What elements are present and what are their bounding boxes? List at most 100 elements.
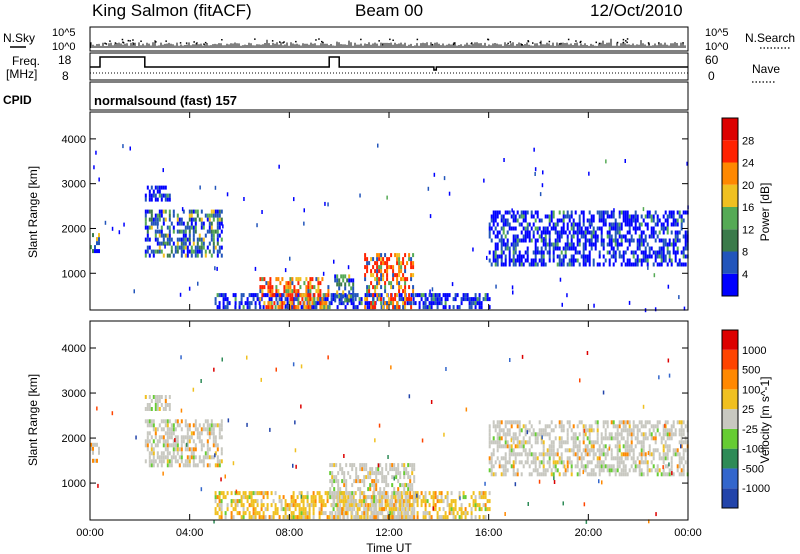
heatmap-cell	[366, 285, 369, 290]
heatmap-cell	[612, 238, 615, 243]
heatmap-cell	[522, 436, 525, 441]
heatmap-cell	[176, 451, 179, 456]
colorbar-frame	[721, 329, 739, 509]
heatmap-cell	[376, 281, 379, 286]
heatmap-cell	[504, 512, 506, 516]
heatmap-cell	[408, 285, 411, 290]
heatmap-cell	[428, 293, 431, 298]
heatmap-cell	[307, 305, 310, 310]
heatmap-cell	[188, 423, 191, 428]
heatmap-cell	[616, 226, 619, 231]
heatmap-cell	[218, 225, 221, 230]
heatmap-cell	[488, 444, 491, 449]
heatmap-cell	[377, 479, 380, 484]
heatmap-cell	[394, 499, 397, 504]
heatmap-cell	[596, 226, 599, 231]
heatmap-cell	[428, 515, 431, 520]
heatmap-cell	[608, 250, 611, 255]
heatmap-cell	[364, 495, 367, 500]
heatmap-cell	[522, 234, 525, 239]
heatmap-cell	[359, 467, 362, 472]
heatmap-cell	[524, 250, 527, 255]
heatmap-cell	[602, 452, 605, 457]
heatmap-cell	[382, 301, 385, 306]
heatmap-cell	[610, 420, 613, 425]
heatmap-cell	[212, 439, 215, 444]
heatmap-cell	[664, 472, 667, 477]
heatmap-cell	[502, 456, 505, 461]
heatmap-cell	[550, 214, 553, 219]
heatmap-cell	[620, 238, 623, 243]
heatmap-cell	[561, 302, 563, 307]
heatmap-cell	[337, 483, 340, 488]
nsearch-point	[548, 40, 551, 43]
colorbar-tick-label: 25	[742, 404, 754, 416]
heatmap-cell	[156, 237, 159, 242]
heatmap-cell	[514, 218, 517, 223]
heatmap-cell	[208, 225, 211, 230]
heatmap-cell	[210, 419, 213, 424]
heatmap-cell	[542, 448, 545, 453]
heatmap-cell	[176, 419, 179, 424]
heatmap-cell	[646, 254, 649, 259]
heatmap-cell	[212, 245, 215, 250]
heatmap-cell	[572, 262, 575, 267]
heatmap-cell	[292, 491, 295, 496]
heatmap-cell	[266, 495, 269, 500]
heatmap-cell	[148, 423, 151, 428]
heatmap-cell	[212, 427, 215, 432]
heatmap-cell	[584, 238, 587, 243]
heatmap-cell	[510, 420, 513, 425]
heatmap-cell	[574, 210, 577, 215]
colorbar-frame	[721, 117, 739, 297]
heatmap-cell	[650, 246, 653, 251]
heatmap-cell	[646, 222, 649, 227]
heatmap-cell	[413, 475, 416, 480]
heatmap-cell	[420, 491, 423, 496]
heatmap-cell	[312, 511, 315, 516]
heatmap-cell	[448, 191, 451, 196]
heatmap-cell	[186, 427, 189, 432]
heatmap-cell	[319, 281, 322, 286]
heatmap-cell	[678, 210, 681, 215]
heatmap-cell	[660, 472, 663, 477]
heatmap-cell	[331, 479, 334, 484]
heatmap-cell	[530, 214, 533, 219]
heatmap-cell	[336, 515, 339, 520]
heatmap-cell	[634, 262, 637, 267]
heatmap-cell	[500, 428, 503, 433]
heatmap-cell	[360, 491, 363, 496]
heatmap-cell	[256, 503, 259, 508]
heatmap-cell	[214, 511, 217, 516]
heatmap-cell	[152, 439, 155, 444]
heatmap-cell	[596, 464, 599, 469]
heatmap-cell	[378, 293, 381, 298]
heatmap-cell	[642, 432, 645, 437]
heatmap-cell	[634, 460, 637, 465]
heatmap-cell	[186, 253, 189, 258]
heatmap-cell	[366, 297, 369, 302]
heatmap-cell	[391, 491, 394, 496]
heatmap-cell	[514, 214, 517, 219]
heatmap-cell	[404, 253, 407, 258]
heatmap-cell	[626, 214, 629, 219]
heatmap-cell	[196, 427, 199, 432]
heatmap-cell	[361, 463, 364, 468]
heatmap-cell	[309, 285, 312, 290]
heatmap-cell	[626, 436, 629, 441]
heatmap-cell	[566, 210, 569, 215]
heatmap-cell	[526, 452, 529, 457]
heatmap-cell	[199, 185, 201, 190]
heatmap-cell	[158, 241, 161, 246]
heatmap-cell	[428, 305, 431, 310]
heatmap-cell	[436, 515, 439, 520]
heatmap-cell	[384, 289, 387, 294]
heatmap-cell	[338, 499, 341, 504]
heatmap-cell	[395, 467, 398, 472]
heatmap-cell	[640, 472, 643, 477]
heatmap-cell	[548, 230, 551, 235]
heatmap-cell	[252, 511, 255, 516]
heatmap-cell	[156, 213, 159, 218]
heatmap-cell	[111, 411, 114, 416]
heatmap-cell	[148, 455, 151, 460]
